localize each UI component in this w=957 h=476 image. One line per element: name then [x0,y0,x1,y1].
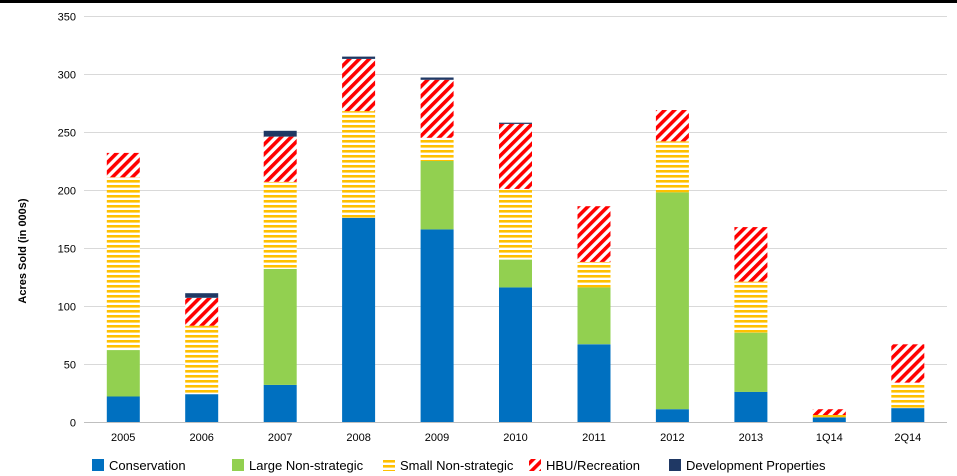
y-tick-label: 100 [58,302,76,314]
legend-swatch [529,459,541,471]
bar-segment [420,79,454,138]
bar-segment [734,281,768,333]
bar-segment [734,391,768,422]
bar-segment [420,161,454,230]
legend-label: Large Non-strategic [249,458,364,473]
bar-segment [891,382,925,409]
bar-segment [342,217,376,422]
axes: 0 50 100 150 200 250 300 350 2005 2006 2007 2008 200… [58,12,947,444]
bar-segment [263,268,297,385]
bar-segment [263,136,297,182]
bar-segment [812,417,846,422]
bar-segment [891,408,925,422]
x-tick-label: 2009 [425,432,449,444]
bar-segment [185,325,219,395]
bar-segment [577,206,611,262]
top-rule [0,0,957,3]
x-tick-label: 2008 [346,432,370,444]
bar-segment [499,287,532,422]
bar-segment [655,192,689,410]
bar-segment [420,77,454,80]
bar-segment [499,259,532,288]
bar-segment [185,394,219,422]
x-tick-label: 2005 [111,432,135,444]
x-tick-label: 2012 [660,432,684,444]
x-tick-label: 2010 [503,432,527,444]
y-tick-label: 300 [58,70,76,82]
bar-segment [891,344,925,383]
bar-segment [734,227,768,282]
y-tick-label: 0 [70,418,76,430]
legend-swatch [232,459,244,471]
x-tick-label: 2011 [582,432,606,444]
bar-segment [106,177,140,350]
bar-segment [577,287,611,345]
legend-label: Small Non-strategic [400,458,514,473]
bar-segment [185,297,219,326]
bar-segment [263,181,297,269]
bar-segment [420,137,454,161]
legend-label: HBU/Recreation [546,458,640,473]
bar-segment [655,409,689,422]
x-tick-label: 2Q14 [894,432,921,444]
bar-segment [734,332,768,392]
bar-segment [106,152,140,178]
y-axis-title: Acres Sold (in 000s) [17,198,29,303]
y-tick-label: 200 [58,186,76,198]
bar-segment [420,229,454,422]
bar-segment [342,58,376,112]
x-tick-label: 2013 [739,432,763,444]
bar-segment [499,188,532,260]
bar-segment [577,344,611,422]
bar-segment [106,350,140,397]
legend-label: Development Properties [686,458,826,473]
bar-segment [655,110,689,142]
bar-segment [499,122,532,124]
legend-label: Conservation [109,458,186,473]
bar-segment [812,415,846,418]
legend: Conservation Large Non-strategic Small Non… [92,458,826,473]
bar-segment [342,56,376,59]
legend-swatch [669,459,681,471]
bar-segment [655,141,689,193]
y-tick-label: 250 [58,128,76,140]
x-tick-label: 2007 [268,432,292,444]
bar-segment [185,293,219,298]
bar-segment [577,261,611,288]
y-tick-label: 50 [64,360,76,372]
bars [106,56,925,422]
grid-lines [84,16,947,365]
legend-swatch [383,459,395,471]
bar-segment [106,396,140,422]
x-tick-label: 1Q14 [816,432,843,444]
y-tick-label: 150 [58,244,76,256]
bar-segment [812,409,846,415]
y-tick-label: 350 [58,12,76,24]
bar-segment [263,130,297,137]
bar-segment [263,384,297,422]
x-tick-label: 2006 [189,432,213,444]
bar-segment [342,111,376,218]
legend-swatch [92,459,104,471]
bar-segment [499,123,532,189]
